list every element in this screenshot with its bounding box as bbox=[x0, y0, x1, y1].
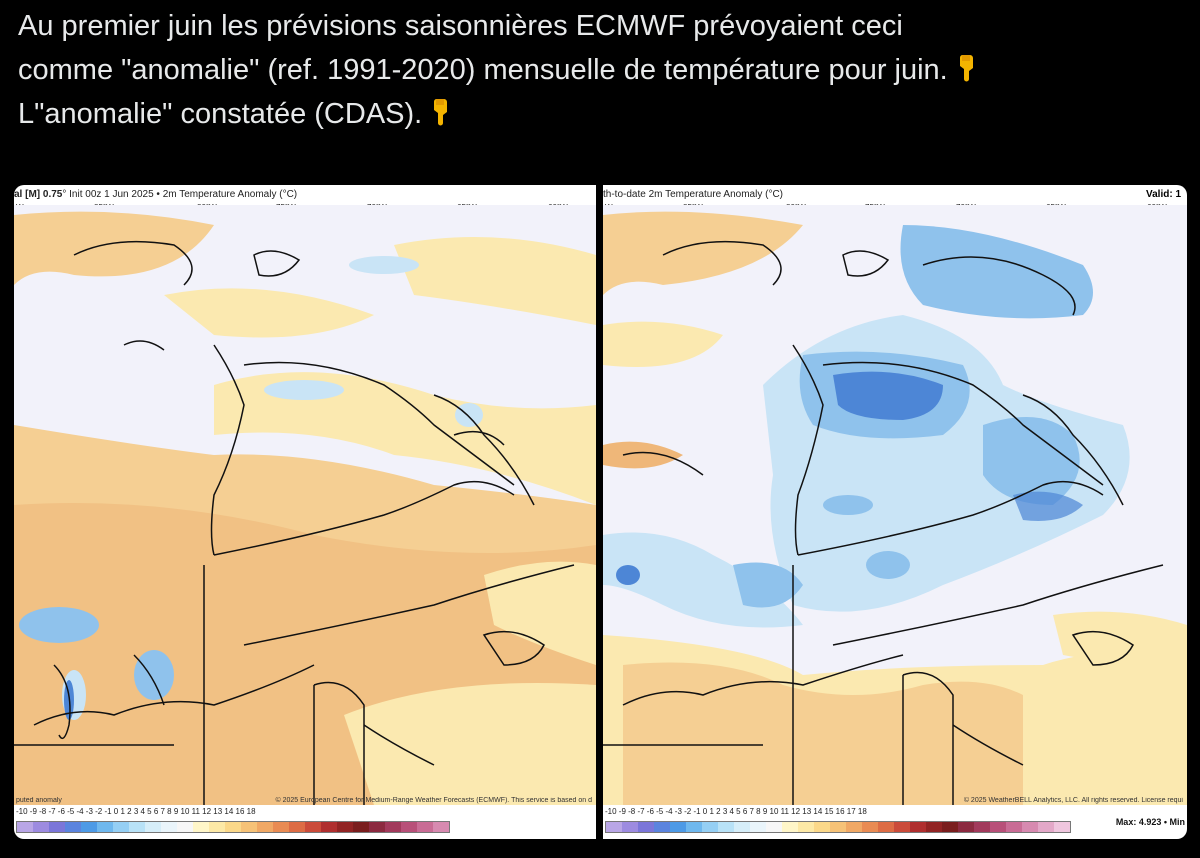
tweet-line-3: L"anomalie" constatée (CDAS). bbox=[18, 98, 423, 130]
scale-labels: -10 -9 -8 -7 -6 -5 -4 -3 -2 -1 0 1 2 3 4… bbox=[16, 807, 256, 816]
scale-swatch bbox=[1054, 822, 1070, 832]
scale-swatch bbox=[129, 822, 145, 832]
scale-swatch bbox=[385, 822, 401, 832]
scale-swatch bbox=[830, 822, 846, 832]
scale-swatch bbox=[734, 822, 750, 832]
map-header: th-to-date 2m Temperature Anomaly (°C) bbox=[603, 189, 783, 200]
scale-swatch bbox=[638, 822, 654, 832]
scale-swatch bbox=[878, 822, 894, 832]
scale-swatch bbox=[417, 822, 433, 832]
scale-bar bbox=[16, 821, 450, 833]
scale-swatch bbox=[1006, 822, 1022, 832]
scale-swatch bbox=[670, 822, 686, 832]
scale-swatch bbox=[209, 822, 225, 832]
scale-swatch bbox=[257, 822, 273, 832]
scale-swatch bbox=[193, 822, 209, 832]
ecmwf-forecast-map[interactable]: al [M] 0.75° Init 00z 1 Jun 2025 • 2m Te… bbox=[14, 185, 596, 839]
pointing-down-icon bbox=[959, 55, 973, 82]
scale-swatch bbox=[49, 822, 65, 832]
scale-swatch bbox=[17, 822, 33, 832]
scale-swatch bbox=[433, 822, 449, 832]
scale-labels: -10 -9 -8 -7 -6 -5 -4 -3 -2 -1 0 1 2 3 4… bbox=[605, 807, 867, 816]
scale-swatch bbox=[798, 822, 814, 832]
scale-swatch bbox=[321, 822, 337, 832]
scale-swatch bbox=[353, 822, 369, 832]
scale-swatch bbox=[718, 822, 734, 832]
anomaly-map bbox=[14, 205, 596, 805]
valid-label: Valid: 1 bbox=[1145, 189, 1181, 200]
scale-swatch bbox=[974, 822, 990, 832]
cdas-observed-map[interactable]: th-to-date 2m Temperature Anomaly (°C) V… bbox=[603, 185, 1187, 839]
scale-swatch bbox=[241, 822, 257, 832]
scale-swatch bbox=[990, 822, 1006, 832]
scale-swatch bbox=[766, 822, 782, 832]
footer-left: puted anomaly bbox=[16, 797, 62, 804]
max-min-label: Max: 4.923 • Min bbox=[1115, 817, 1185, 827]
scale-swatch bbox=[894, 822, 910, 832]
scale-swatch bbox=[113, 822, 129, 832]
scale-swatch bbox=[926, 822, 942, 832]
scale-swatch bbox=[910, 822, 926, 832]
scale-swatch bbox=[177, 822, 193, 832]
scale-swatch bbox=[686, 822, 702, 832]
scale-swatch bbox=[401, 822, 417, 832]
map-header: al [M] 0.75° Init 00z 1 Jun 2025 • 2m Te… bbox=[14, 185, 596, 205]
scale-swatch bbox=[846, 822, 862, 832]
scale-swatch bbox=[606, 822, 622, 832]
anomaly-map bbox=[603, 205, 1187, 805]
scale-swatch bbox=[702, 822, 718, 832]
scale-swatch bbox=[337, 822, 353, 832]
scale-swatch bbox=[750, 822, 766, 832]
color-scale: -10 -9 -8 -7 -6 -5 -4 -3 -2 -1 0 1 2 3 4… bbox=[14, 807, 596, 837]
scale-swatch bbox=[862, 822, 878, 832]
header-rest: ° Init 00z 1 Jun 2025 • 2m Temperature A… bbox=[62, 189, 298, 200]
tweet-line-2-wrap: comme "anomalie" (ref. 1991-2020) mensue… bbox=[18, 48, 1188, 92]
tweet-line-2: comme "anomalie" (ref. 1991-2020) mensue… bbox=[18, 54, 948, 86]
scale-swatch bbox=[782, 822, 798, 832]
scale-swatch bbox=[1038, 822, 1054, 832]
scale-swatch bbox=[161, 822, 177, 832]
scale-swatch bbox=[81, 822, 97, 832]
scale-swatch bbox=[273, 822, 289, 832]
footer-right: © 2025 European Centre for Medium-Range … bbox=[275, 797, 592, 804]
map-footer: © 2025 WeatherBELL Analytics, LLC. All r… bbox=[603, 797, 1187, 809]
footer-right: © 2025 WeatherBELL Analytics, LLC. All r… bbox=[963, 797, 1183, 804]
scale-swatch bbox=[958, 822, 974, 832]
scale-swatch bbox=[33, 822, 49, 832]
scale-swatch bbox=[145, 822, 161, 832]
scale-swatch bbox=[1022, 822, 1038, 832]
color-scale: -10 -9 -8 -7 -6 -5 -4 -3 -2 -1 0 1 2 3 4… bbox=[603, 807, 1187, 837]
scale-swatch bbox=[65, 822, 81, 832]
tweet-line-1: Au premier juin les prévisions saisonniè… bbox=[18, 10, 903, 42]
header-prefix: al [M] 0.75 bbox=[14, 189, 63, 200]
pointing-down-icon bbox=[434, 99, 448, 126]
scale-swatch bbox=[814, 822, 830, 832]
scale-swatch bbox=[289, 822, 305, 832]
tweet-text: Au premier juin les prévisions saisonniè… bbox=[18, 4, 1188, 136]
scale-swatch bbox=[225, 822, 241, 832]
scale-swatch bbox=[942, 822, 958, 832]
scale-bar bbox=[605, 821, 1071, 833]
scale-swatch bbox=[369, 822, 385, 832]
scale-swatch bbox=[622, 822, 638, 832]
scale-swatch bbox=[97, 822, 113, 832]
scale-swatch bbox=[305, 822, 321, 832]
scale-swatch bbox=[654, 822, 670, 832]
map-footer: puted anomaly © 2025 European Centre for… bbox=[14, 797, 596, 809]
tweet-line-3-wrap: L"anomalie" constatée (CDAS). bbox=[18, 92, 1188, 136]
